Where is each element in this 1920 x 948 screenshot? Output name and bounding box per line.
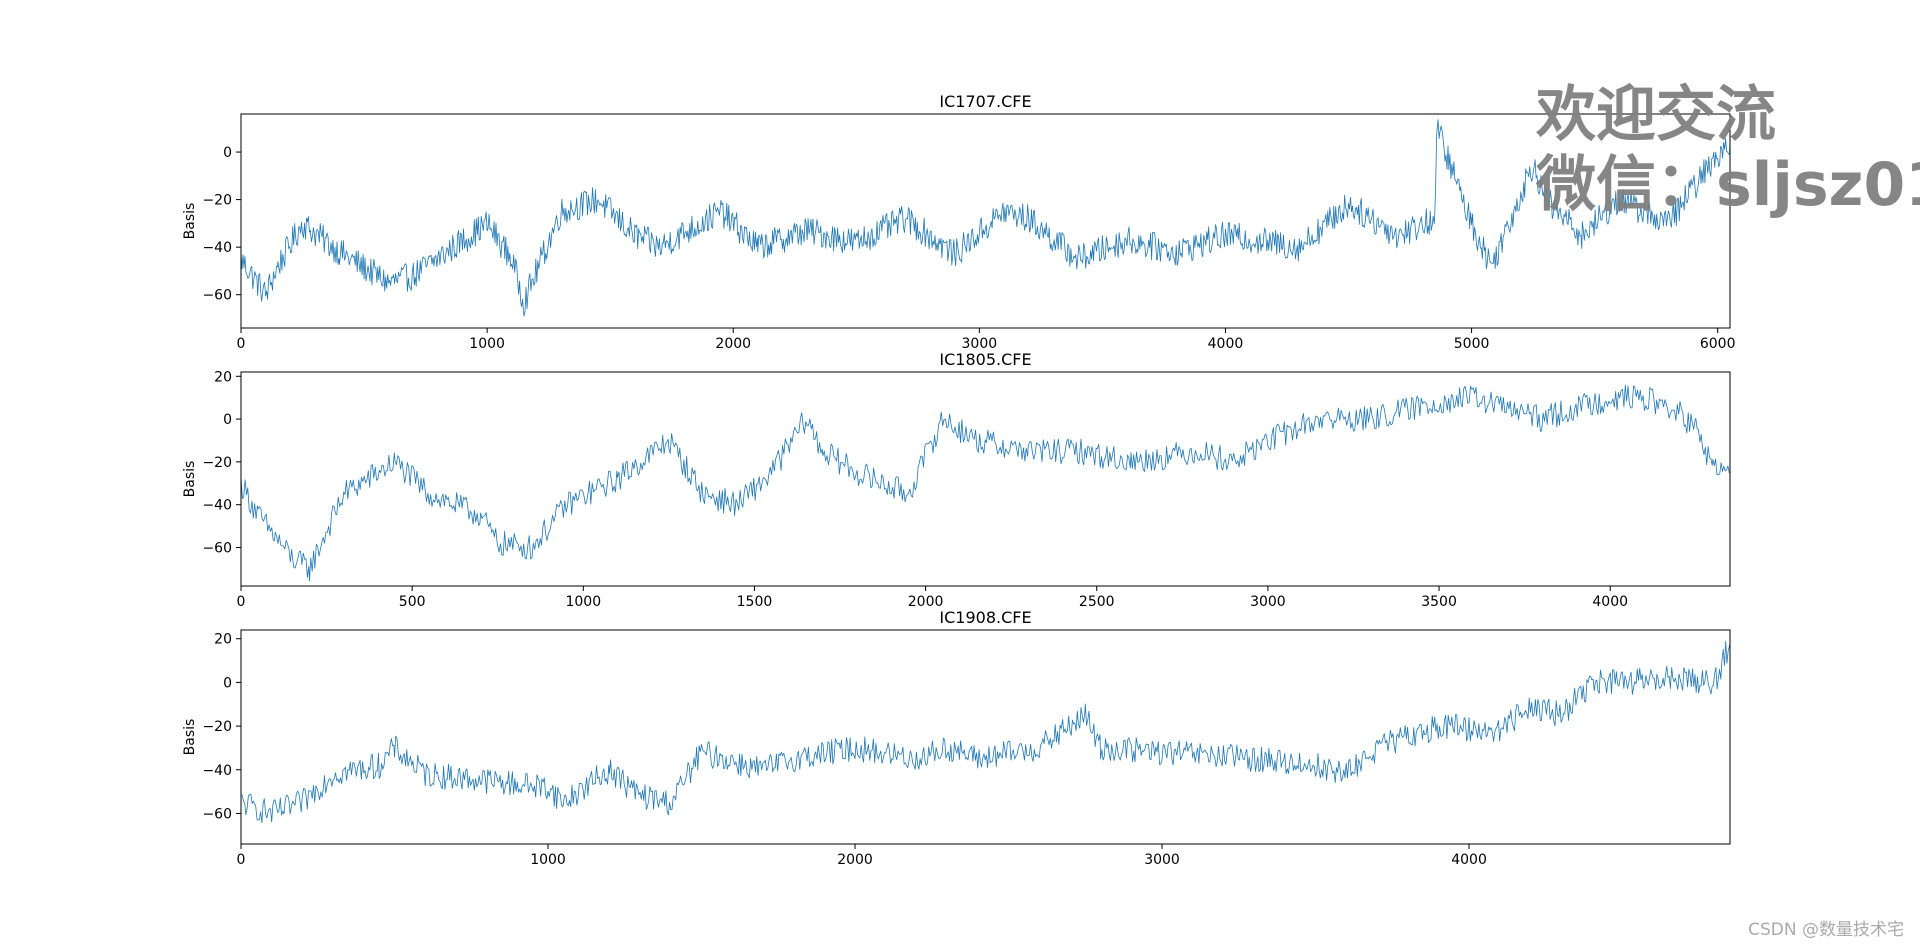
- x-tick-label: 5000: [1454, 336, 1490, 352]
- y-axis-label: Basis: [182, 461, 198, 498]
- x-tick-label: 3500: [1421, 594, 1457, 610]
- chart-title: IC1805.CFE: [939, 350, 1031, 369]
- series-line: [240, 119, 1731, 317]
- x-tick-label: 1000: [469, 336, 505, 352]
- y-tick-label: −20: [202, 193, 232, 209]
- y-tick-label: 20: [214, 632, 232, 648]
- x-tick-label: 2000: [837, 852, 873, 868]
- series-line: [240, 384, 1731, 582]
- y-tick-label: 0: [223, 145, 232, 161]
- y-axis-label: Basis: [182, 203, 198, 240]
- series-line: [240, 641, 1731, 823]
- x-tick-label: 0: [237, 852, 246, 868]
- y-tick-label: −40: [202, 763, 232, 779]
- source-credit: CSDN @数量技术宅: [1748, 920, 1904, 940]
- x-tick-label: 3000: [1144, 852, 1180, 868]
- axes-frame: [240, 629, 1731, 845]
- y-tick-label: −60: [202, 806, 232, 822]
- y-tick-label: −40: [202, 240, 232, 256]
- watermark-line-2: 微信：sljsz01: [1536, 150, 1920, 220]
- y-tick-label: 0: [223, 412, 232, 428]
- y-tick-label: 0: [223, 675, 232, 691]
- axes-frame: [240, 371, 1731, 587]
- y-tick-label: −60: [202, 288, 232, 304]
- x-tick-label: 2000: [715, 336, 751, 352]
- x-tick-label: 1000: [530, 852, 566, 868]
- x-tick-label: 0: [237, 336, 246, 352]
- chart-title: IC1908.CFE: [939, 608, 1031, 627]
- x-tick-label: 4000: [1592, 594, 1628, 610]
- x-tick-label: 1000: [565, 594, 601, 610]
- x-tick-label: 0: [237, 594, 246, 610]
- y-tick-label: −20: [202, 455, 232, 471]
- chart-title: IC1707.CFE: [939, 92, 1031, 111]
- watermark-line-1: 欢迎交流: [1536, 80, 1776, 150]
- y-axis-label: Basis: [182, 719, 198, 756]
- x-tick-label: 4000: [1451, 852, 1487, 868]
- x-tick-label: 3000: [962, 336, 998, 352]
- watermark: 欢迎交流 微信：sljsz01: [1536, 80, 1920, 220]
- subplot-ic1707: IC1707.CFE Basis 0 1000 2000 3000 4000 5000 6000…: [182, 92, 1736, 352]
- x-tick-label: 4000: [1208, 336, 1244, 352]
- subplot-ic1908: IC1908.CFE Basis 0 1000 2000 3000 4000 20 0 −20 −4…: [182, 608, 1731, 868]
- axes-frame: [240, 113, 1731, 329]
- y-tick-label: −20: [202, 719, 232, 735]
- x-tick-label: 2500: [1079, 594, 1115, 610]
- y-tick-label: −60: [202, 540, 232, 556]
- x-tick-label: 1500: [737, 594, 773, 610]
- y-tick-label: 20: [214, 369, 232, 385]
- y-tick-label: −40: [202, 498, 232, 514]
- x-tick-label: 2000: [908, 594, 944, 610]
- x-tick-label: 6000: [1700, 336, 1736, 352]
- x-tick-label: 3000: [1250, 594, 1286, 610]
- subplot-ic1805: IC1805.CFE Basis 0 500 1000 1500 2000 2500 3000 3…: [182, 350, 1731, 610]
- x-tick-label: 500: [399, 594, 426, 610]
